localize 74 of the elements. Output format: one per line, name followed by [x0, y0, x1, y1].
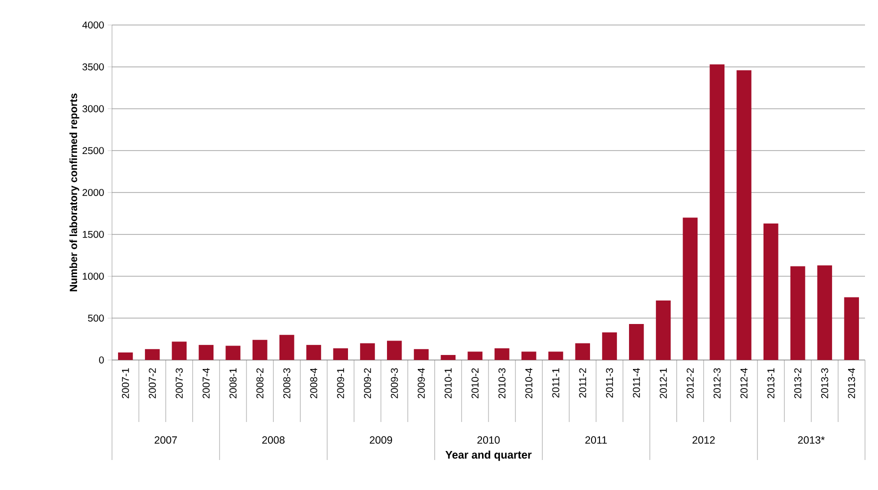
- x-tick-label: 2013-4: [848, 368, 856, 398]
- bar: [468, 352, 482, 360]
- bar: [414, 349, 429, 360]
- x-tick-label: 2013-2: [794, 368, 802, 398]
- x-tick-label: 2012-1: [660, 368, 667, 398]
- bar: [144, 349, 160, 360]
- x-tick-label: 2011-1: [552, 368, 560, 398]
- y-axis-title: Number of laboratory confirmed reports: [69, 94, 80, 292]
- y-tick-label: 1000: [82, 272, 104, 280]
- y-tick-label: 2500: [82, 147, 104, 154]
- x-tick-label: 2012-4: [740, 368, 748, 398]
- bar: [844, 297, 859, 360]
- x-tick-label: 2010-2: [472, 368, 479, 398]
- y-tick-label: 4000: [82, 21, 104, 29]
- y-tick-label: 1500: [82, 230, 104, 238]
- bar: [494, 348, 510, 360]
- text: 2009: [370, 436, 392, 444]
- text: 2007: [154, 436, 177, 444]
- x-tick-label: 2007-4: [202, 368, 210, 398]
- x-tick-label: 2009-3: [390, 368, 398, 398]
- bar: [360, 343, 375, 360]
- bar: [440, 354, 456, 360]
- x-tick-label: 2008-3: [283, 368, 290, 398]
- y-tick-label: 2000: [82, 188, 104, 196]
- text: 2013*: [798, 436, 825, 444]
- x-tick-label: 2008-2: [256, 368, 264, 398]
- bar: [656, 300, 671, 360]
- bar: [682, 218, 698, 360]
- bar: [602, 332, 617, 360]
- text: 2010: [477, 436, 500, 444]
- bar: [763, 223, 778, 360]
- y-tick-label: 500: [88, 314, 104, 322]
- text: 2008: [262, 436, 285, 444]
- x-tick-label: 2013-1: [767, 368, 774, 398]
- y-tick-label: 0: [99, 356, 104, 364]
- x-tick-label: 2007-1: [122, 368, 129, 398]
- bar: [279, 334, 294, 360]
- x-tick-label: 2010-4: [525, 368, 532, 398]
- x-tick-label: 2010-1: [444, 368, 452, 398]
- x-tick-label: 2009-2: [364, 368, 372, 398]
- bar: [817, 265, 832, 360]
- x-tick-label: 2010-3: [498, 368, 506, 398]
- x-axis-title: Year and quarter: [445, 450, 532, 461]
- x-tick-label: 2012-3: [714, 368, 721, 398]
- bar: [333, 348, 348, 360]
- x-tick-label: 2007-3: [176, 368, 183, 398]
- bar: [172, 342, 187, 360]
- x-tick-label: 2011-2: [579, 368, 586, 398]
- bar: [790, 266, 806, 360]
- x-tick-label: 2008-1: [229, 368, 237, 398]
- x-tick-label: 2009-4: [418, 368, 425, 398]
- text: 2011: [585, 436, 607, 444]
- bar: [736, 70, 752, 360]
- bar: [575, 343, 590, 360]
- x-tick-label: 2009-1: [337, 368, 344, 398]
- y-tick-label: 3500: [82, 63, 104, 70]
- text: 2012: [692, 436, 715, 444]
- bar: [521, 352, 536, 360]
- bar: [118, 352, 133, 360]
- bar: [710, 64, 724, 360]
- bar: [198, 344, 214, 360]
- x-tick-label: 2007-2: [148, 368, 156, 398]
- bar: [629, 324, 644, 360]
- bar: [252, 340, 268, 360]
- x-tick-label: 2011-3: [606, 368, 614, 398]
- y-tick-label: 3000: [82, 105, 104, 112]
- bar: [548, 352, 564, 360]
- x-tick-label: 2011-4: [632, 368, 640, 398]
- x-tick-label: 2012-2: [686, 368, 694, 398]
- bar: [386, 340, 402, 360]
- bar: [306, 344, 322, 360]
- x-tick-label: 2008-4: [310, 368, 318, 398]
- bar: [226, 346, 240, 360]
- x-tick-label: 2013-3: [821, 368, 828, 398]
